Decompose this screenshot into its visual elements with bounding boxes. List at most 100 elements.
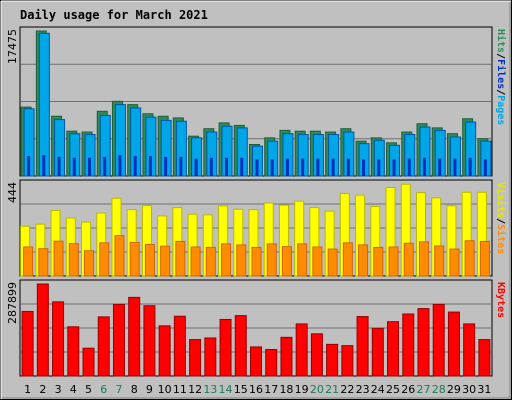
x-tick-day-8: 8 [131,383,138,396]
bar-kbytes-day-15 [234,315,247,377]
bar-kbytes-day-10 [158,325,171,377]
x-tick-day-25: 25 [386,383,400,396]
x-tick-day-10: 10 [158,383,172,396]
bar-kbytes-day-4 [67,326,80,377]
x-tick-day-5: 5 [85,383,92,396]
bar-pages-day-14 [225,157,229,176]
bar-pages-day-16 [255,159,259,176]
legend-label-part: Sites [495,224,507,254]
x-tick-day-30: 30 [462,383,476,396]
bar-kbytes-day-28 [432,303,445,377]
bar-sites-day-20 [312,246,323,277]
bar-sites-day-23 [358,244,369,277]
x-tick-day-24: 24 [371,383,385,396]
legend-label-part: Pages [495,95,506,125]
bar-pages-day-10 [164,156,168,176]
x-tick-day-28: 28 [432,383,446,396]
bar-sites-day-5 [84,250,95,277]
bar-pages-day-9 [148,156,152,176]
chart-title: Daily usage for March 2021 [20,8,208,22]
bar-sites-day-7 [114,235,125,277]
bar-pages-day-19 [301,158,305,176]
legend-label-part: / [495,53,506,59]
x-tick-day-13: 13 [203,383,217,396]
bar-sites-day-3 [53,240,64,277]
x-tick-day-15: 15 [234,383,248,396]
bar-sites-day-9 [144,244,155,277]
bar-pages-day-26 [407,158,411,176]
bar-kbytes-day-5 [82,347,95,377]
bar-sites-day-24 [373,246,384,277]
panel-hits-files-pages: 17475 [6,26,493,177]
bar-kbytes-day-29 [447,311,460,377]
bar-sites-day-15 [236,244,247,277]
panel-sites-visits: 444 [6,179,493,277]
bar-sites-day-16 [251,246,262,277]
bar-pages-day-3 [57,156,61,176]
bar-files-day-2 [38,32,50,177]
bar-pages-day-12 [194,158,198,176]
bar-kbytes-day-25 [387,321,400,377]
bar-pages-day-4 [72,157,76,176]
legend-label-part: KBytes [495,282,506,318]
bar-pages-day-28 [438,158,442,176]
x-axis-tick-labels: 1 2 3 4 5 6 7 8 9 10 11 12 13 14 15 16 17 18 19 20 21 22 23 24 2… [24,383,491,396]
bar-sites-day-12 [190,246,201,277]
bar-pages-day-7 [118,155,122,176]
x-tick-day-12: 12 [188,383,202,396]
bar-sites-day-2 [38,248,49,277]
panel-kbytes: 287899 [6,279,493,377]
legend-label-part: Visits [495,182,507,218]
bar-pages-day-22 [346,158,350,176]
bar-pages-day-29 [453,158,457,176]
bar-sites-day-30 [464,240,475,277]
x-tick-day-11: 11 [173,383,187,396]
bar-pages-day-1 [27,156,31,176]
bar-pages-day-21 [331,158,335,176]
bar-kbytes-day-23 [356,316,369,377]
bar-kbytes-day-16 [250,346,262,377]
bar-sites-day-18 [281,246,292,277]
panel-max-label: 17475 [6,29,19,64]
bar-pages-day-30 [468,157,472,176]
panel-max-label: 444 [6,182,19,203]
bar-sites-day-21 [327,248,338,277]
bar-kbytes-day-9 [143,305,156,377]
bar-kbytes-day-24 [371,327,384,377]
panel-max-label: 287899 [6,282,19,324]
x-tick-day-17: 17 [264,383,278,396]
bar-kbytes-day-30 [463,323,476,377]
bar-pages-day-23 [362,159,366,176]
bar-kbytes-day-31 [478,339,491,377]
x-tick-day-19: 19 [295,383,309,396]
x-tick-day-9: 9 [146,383,153,396]
bar-kbytes-day-20 [310,333,323,377]
x-tick-day-14: 14 [219,383,233,396]
bar-kbytes-day-7 [112,303,125,377]
right-label-sites-visits: Visits/Sites [495,182,507,254]
bar-pages-day-11 [179,156,183,176]
bar-pages-day-31 [483,159,487,176]
right-label-kbytes: KBytes [495,282,506,318]
x-tick-day-27: 27 [416,383,430,396]
bar-sites-day-31 [479,240,490,277]
x-tick-day-20: 20 [310,383,324,396]
bar-sites-day-29 [449,248,460,277]
bar-pages-day-20 [316,158,320,176]
x-tick-day-4: 4 [70,383,77,396]
bar-kbytes-day-8 [128,296,141,377]
bar-kbytes-day-11 [173,315,186,377]
bar-sites-day-22 [342,242,353,277]
bar-sites-day-6 [99,242,110,277]
x-tick-day-1: 1 [24,383,31,396]
bar-kbytes-day-21 [326,343,339,377]
bar-kbytes-day-14 [219,318,232,377]
bar-sites-day-27 [418,241,429,277]
legend-label-part: / [495,89,506,95]
bar-kbytes-day-6 [97,316,110,377]
bar-kbytes-day-1 [21,310,34,377]
x-tick-day-21: 21 [325,383,339,396]
bar-sites-day-8 [129,241,140,277]
x-tick-day-22: 22 [340,383,354,396]
